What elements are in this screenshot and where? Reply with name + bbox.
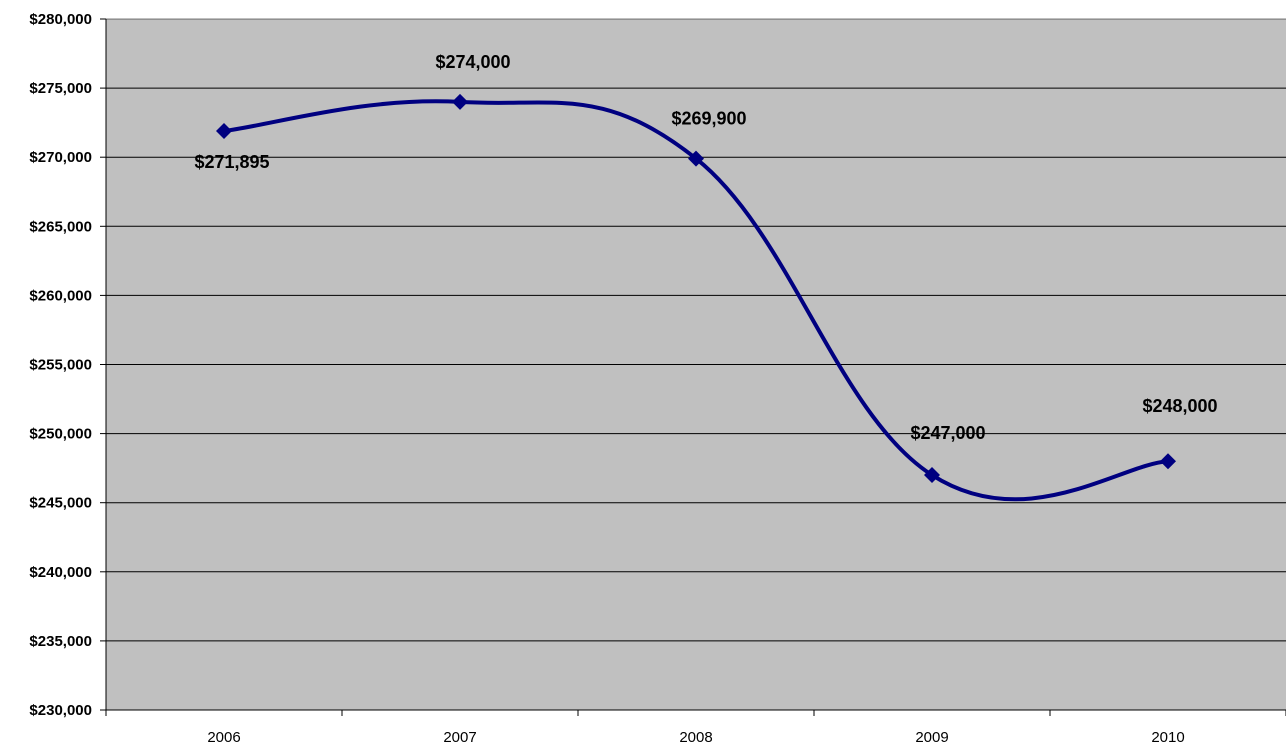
y-tick-label: $260,000 xyxy=(29,287,92,304)
data-label: $247,000 xyxy=(910,423,985,443)
y-tick-label: $270,000 xyxy=(29,149,92,166)
data-label: $274,000 xyxy=(435,52,510,72)
y-tick-label: $280,000 xyxy=(29,11,92,28)
data-label: $269,900 xyxy=(671,109,746,129)
x-tick-label: 2008 xyxy=(679,729,712,746)
diamond-marker xyxy=(924,467,940,484)
gridlines xyxy=(100,18,1286,711)
data-labels: $271,895 $274,000 $269,900 $247,000 $248,000 xyxy=(194,52,1217,443)
series-line xyxy=(222,99,1170,502)
diamond-marker xyxy=(1160,453,1176,470)
x-tick-label: 2009 xyxy=(915,729,948,746)
diamond-marker xyxy=(688,150,704,167)
y-tick-label: $230,000 xyxy=(29,702,92,719)
data-label: $271,895 xyxy=(194,152,269,172)
diamond-marker xyxy=(452,93,468,110)
x-tick-label: 2006 xyxy=(207,729,240,746)
y-tick-label: $235,000 xyxy=(29,633,92,650)
y-tick-label: $250,000 xyxy=(29,426,92,443)
data-point-markers xyxy=(216,93,1176,484)
y-tick-label: $255,000 xyxy=(29,357,92,374)
data-label: $248,000 xyxy=(1142,396,1217,416)
x-tick-label: 2010 xyxy=(1151,729,1184,746)
axes xyxy=(105,18,1286,716)
diamond-marker xyxy=(216,123,232,140)
x-tick-label: 2007 xyxy=(443,729,476,746)
y-tick-label: $265,000 xyxy=(29,218,92,235)
y-tick-label: $240,000 xyxy=(29,564,92,581)
y-axis-tick-labels: $280,000 $275,000 $270,000 $265,000 $260,000… xyxy=(29,11,92,719)
y-tick-label: $245,000 xyxy=(29,495,92,512)
x-axis-tick-labels: 2006 2007 2008 2009 2010 xyxy=(207,729,1184,746)
y-tick-label: $275,000 xyxy=(29,80,92,97)
